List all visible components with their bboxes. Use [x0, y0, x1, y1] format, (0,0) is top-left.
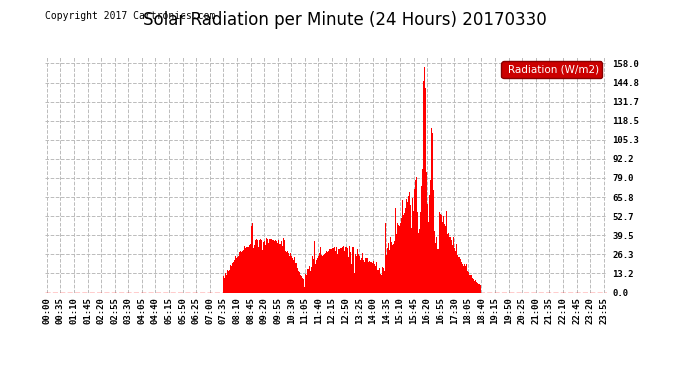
Text: Solar Radiation per Minute (24 Hours) 20170330: Solar Radiation per Minute (24 Hours) 20…	[143, 11, 547, 29]
Text: Copyright 2017 Cartronics.com: Copyright 2017 Cartronics.com	[45, 11, 215, 21]
Legend: Radiation (W/m2): Radiation (W/m2)	[502, 62, 602, 78]
